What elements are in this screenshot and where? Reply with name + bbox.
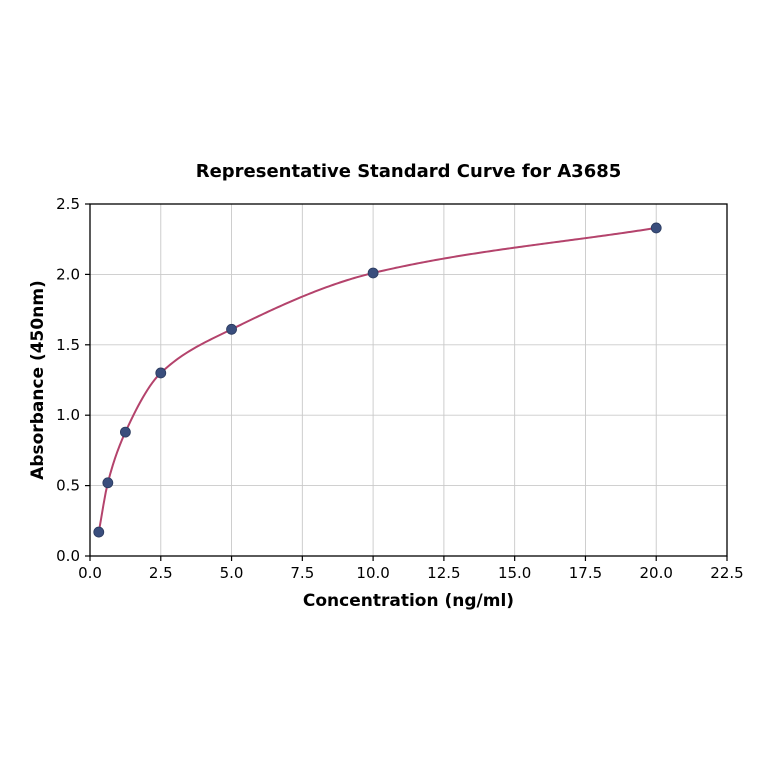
data-point — [93, 526, 105, 538]
data-point — [102, 477, 114, 489]
y-tick-label: 1.0 — [56, 406, 80, 424]
data-point — [155, 367, 167, 379]
x-tick-label: 15.0 — [498, 564, 531, 582]
y-tick-label: 2.5 — [56, 195, 80, 213]
x-tick-label: 0.0 — [78, 564, 102, 582]
x-axis-label: Concentration (ng/ml) — [302, 591, 515, 611]
data-point — [367, 267, 379, 279]
x-tick-label: 10.0 — [356, 564, 389, 582]
y-tick-label: 0.0 — [56, 547, 80, 565]
x-tick-label: 22.5 — [710, 564, 743, 582]
data-point — [226, 323, 237, 335]
chart-title: Representative Standard Curve for A3685 — [195, 161, 622, 182]
data-point — [119, 426, 131, 438]
y-tick-label: 1.5 — [56, 336, 80, 354]
x-tick-label: 5.0 — [220, 564, 244, 582]
y-tick-label: 2.0 — [56, 265, 80, 283]
x-tick-label: 12.5 — [427, 564, 460, 582]
plot-border — [89, 203, 728, 557]
x-tick-label: 20.0 — [640, 564, 673, 582]
data-point — [650, 222, 662, 234]
x-tick-label: 17.5 — [569, 564, 602, 582]
y-tick-label: 0.5 — [56, 477, 80, 495]
x-tick-label: 2.5 — [149, 564, 173, 582]
y-axis-label: Absorbance (450nm) — [28, 280, 48, 480]
x-tick-label: 7.5 — [290, 564, 314, 582]
